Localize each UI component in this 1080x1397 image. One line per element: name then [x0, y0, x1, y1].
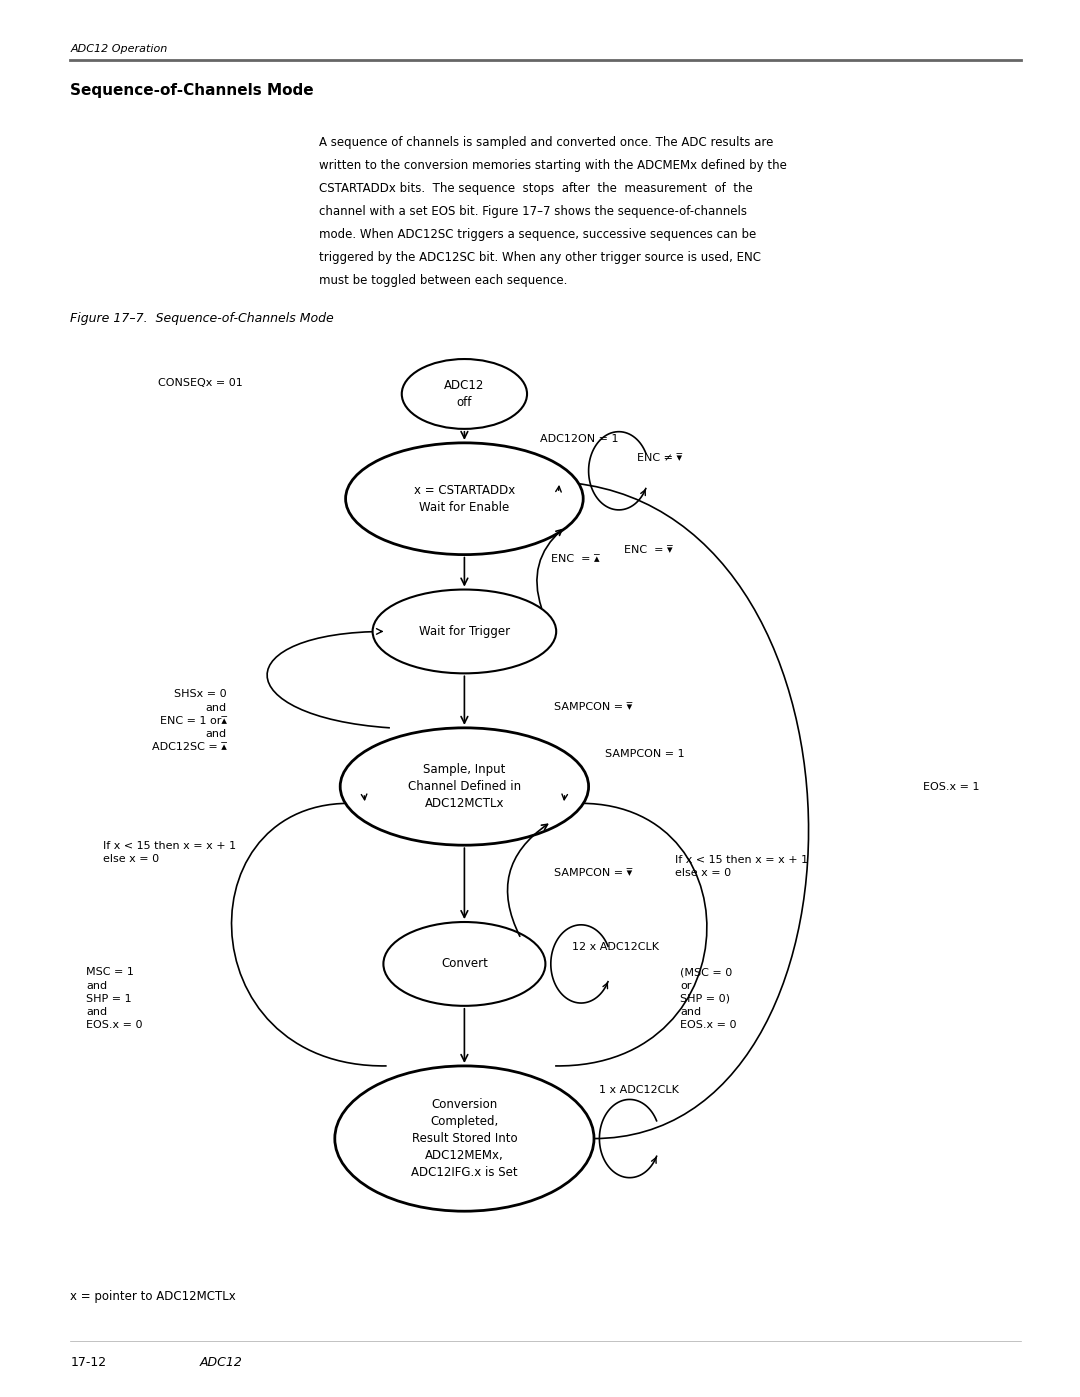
Text: Convert: Convert — [441, 957, 488, 971]
Text: Sequence-of-Channels Mode: Sequence-of-Channels Mode — [70, 84, 314, 98]
Text: x = pointer to ADC12MCTLx: x = pointer to ADC12MCTLx — [70, 1289, 235, 1303]
Text: CSTARTADDx bits.  The sequence  stops  after  the  measurement  of  the: CSTARTADDx bits. The sequence stops afte… — [319, 182, 753, 194]
Text: If x < 15 then x = x + 1
else x = 0: If x < 15 then x = x + 1 else x = 0 — [103, 841, 235, 863]
Text: ENC  = ▾̅: ENC = ▾̅ — [624, 545, 673, 556]
Text: ADC12 Operation: ADC12 Operation — [70, 43, 167, 54]
Text: CONSEQx = 01: CONSEQx = 01 — [159, 377, 243, 388]
Text: ADC12
off: ADC12 off — [444, 379, 485, 409]
Text: x = CSTARTADDx
Wait for Enable: x = CSTARTADDx Wait for Enable — [414, 483, 515, 514]
Text: (MSC = 0
or
SHP = 0)
and
EOS.x = 0: (MSC = 0 or SHP = 0) and EOS.x = 0 — [680, 968, 737, 1030]
Text: EOS.x = 1: EOS.x = 1 — [923, 781, 980, 792]
Text: SAMPCON = 1: SAMPCON = 1 — [605, 749, 685, 760]
Text: mode. When ADC12SC triggers a sequence, successive sequences can be: mode. When ADC12SC triggers a sequence, … — [319, 228, 756, 240]
Text: 1 x ADC12CLK: 1 x ADC12CLK — [599, 1084, 679, 1095]
Text: Conversion
Completed,
Result Stored Into
ADC12MEMx,
ADC12IFG.x is Set: Conversion Completed, Result Stored Into… — [411, 1098, 517, 1179]
Text: 17-12: 17-12 — [70, 1355, 106, 1369]
Text: SAMPCON = ▾̅: SAMPCON = ▾̅ — [554, 701, 632, 712]
Text: Wait for Trigger: Wait for Trigger — [419, 624, 510, 638]
Text: Sample, Input
Channel Defined in
ADC12MCTLx: Sample, Input Channel Defined in ADC12MC… — [408, 763, 521, 810]
Text: written to the conversion memories starting with the ADCMEMx defined by the: written to the conversion memories start… — [319, 158, 786, 172]
Text: channel with a set EOS bit. Figure 17–7 shows the sequence-of-channels: channel with a set EOS bit. Figure 17–7 … — [319, 204, 746, 218]
Ellipse shape — [340, 728, 589, 845]
Ellipse shape — [402, 359, 527, 429]
Ellipse shape — [335, 1066, 594, 1211]
Text: SHSx = 0
and
ENC = 1 or▴̅
and
ADC12SC = ▴̅: SHSx = 0 and ENC = 1 or▴̅ and ADC12SC = … — [152, 690, 227, 752]
Text: ADC12ON = 1: ADC12ON = 1 — [540, 433, 619, 444]
Text: ENC  = ▴̅: ENC = ▴̅ — [551, 553, 599, 564]
Text: A sequence of channels is sampled and converted once. The ADC results are: A sequence of channels is sampled and co… — [319, 136, 773, 148]
Ellipse shape — [383, 922, 545, 1006]
Text: ADC12: ADC12 — [200, 1355, 243, 1369]
Ellipse shape — [346, 443, 583, 555]
Text: SAMPCON = ▾̅: SAMPCON = ▾̅ — [554, 868, 632, 879]
Ellipse shape — [373, 590, 556, 673]
Text: Figure 17–7.  Sequence-of-Channels Mode: Figure 17–7. Sequence-of-Channels Mode — [70, 312, 334, 326]
Text: triggered by the ADC12SC bit. When any other trigger source is used, ENC: triggered by the ADC12SC bit. When any o… — [319, 250, 760, 264]
Text: If x < 15 then x = x + 1
else x = 0: If x < 15 then x = x + 1 else x = 0 — [675, 855, 808, 877]
Text: 12 x ADC12CLK: 12 x ADC12CLK — [572, 942, 660, 953]
Text: must be toggled between each sequence.: must be toggled between each sequence. — [319, 274, 567, 286]
Text: MSC = 1
and
SHP = 1
and
EOS.x = 0: MSC = 1 and SHP = 1 and EOS.x = 0 — [86, 968, 143, 1030]
Text: ENC ≠ ▾̅: ENC ≠ ▾̅ — [637, 453, 683, 464]
